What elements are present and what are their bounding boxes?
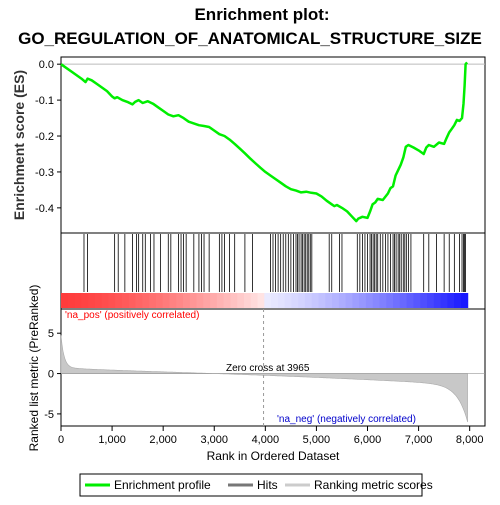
heatbar-segment: [237, 293, 245, 308]
heatbar-segment: [74, 293, 82, 308]
heatbar-segment: [365, 293, 374, 308]
title-line-1: Enrichment plot:: [194, 5, 329, 24]
heatbar-segment: [169, 293, 177, 308]
heatbar-segment: [108, 293, 116, 308]
heatbar-segment: [291, 293, 299, 308]
heatbar-segment: [447, 293, 455, 308]
heatbar-segment: [216, 293, 225, 308]
x-tick-label: 1,000: [98, 434, 126, 446]
heatbar-segment: [440, 293, 448, 308]
rank-ylabel: Ranked list metric (PreRanked): [27, 285, 41, 452]
heatbar-neg-label: 'na_neg' (negatively correlated): [277, 414, 416, 425]
heatbar-segment: [352, 293, 360, 308]
heatbar-segment: [393, 293, 401, 308]
x-tick-label: 0: [58, 434, 64, 446]
heatbar-segment: [359, 293, 367, 308]
heatbar-segment: [406, 293, 415, 308]
heatbar-segment: [271, 293, 279, 308]
heatbar-segment: [196, 293, 204, 308]
heatbar-segment: [426, 293, 435, 308]
es-ytick-label: -0.3: [35, 167, 54, 179]
heatbar-segment: [379, 293, 387, 308]
heatbar-segment: [94, 293, 103, 308]
es-ytick-label: -0.4: [35, 203, 54, 215]
heatbar-segment: [210, 293, 218, 308]
heatbar-segment: [386, 293, 394, 308]
heatbar-segment: [176, 293, 184, 308]
heatbar-layer: [61, 293, 469, 308]
legend-label-hits: Hits: [257, 478, 278, 492]
heatbar-segment: [284, 293, 293, 308]
heatbar-segment: [413, 293, 421, 308]
heatbar-segment: [162, 293, 171, 308]
heatbar-segment: [223, 293, 232, 308]
heatbar-segment: [277, 293, 286, 308]
heatbar-segment: [433, 293, 442, 308]
x-tick-label: 2,000: [149, 434, 177, 446]
es-ytick-label: -0.2: [35, 131, 54, 143]
heatbar-segment: [61, 293, 69, 308]
title-line-2: GO_REGULATION_OF_ANATOMICAL_STRUCTURE_SI…: [18, 29, 482, 48]
heatbar-pos-label: 'na_pos' (positively correlated): [65, 310, 199, 321]
x-tick-label: 3,000: [200, 434, 228, 446]
legend-label-ranking: Ranking metric scores: [314, 478, 433, 492]
heatbar-segment: [250, 293, 259, 308]
rank-ytick-label: 0: [48, 369, 54, 381]
hits-layer: [83, 234, 466, 292]
heatbar-segment: [304, 293, 313, 308]
heatbar-segment: [135, 293, 143, 308]
heatbar-segment: [155, 293, 164, 308]
ranking-metric-area: [60, 335, 468, 423]
x-tick-label: 7,000: [405, 434, 433, 446]
heatbar-segment: [311, 293, 320, 308]
heatbar-segment: [121, 293, 130, 308]
heatbar-segment: [128, 293, 137, 308]
legend-label-enrichment: Enrichment profile: [114, 478, 211, 492]
heatbar-segment: [101, 293, 110, 308]
es-layer: [60, 61, 485, 223]
rank-layer: [60, 309, 485, 426]
legend: Enrichment profile Hits Ranking metric s…: [79, 473, 433, 497]
x-tick-label: 5,000: [303, 434, 331, 446]
heatbar-segment: [142, 293, 150, 308]
heatbar-segment: [182, 293, 191, 308]
heatbar-segment: [345, 293, 354, 308]
zero-cross-label: Zero cross at 3965: [226, 363, 310, 374]
heatbar-segment: [149, 293, 157, 308]
heatbar-segment: [325, 293, 333, 308]
es-panel-frame: [60, 56, 486, 234]
heatbar-segment: [67, 293, 76, 308]
heatbar-segment: [115, 293, 123, 308]
heatbar-segment: [81, 293, 89, 308]
heatbar-segment: [318, 293, 326, 308]
x-tick-label: 6,000: [354, 434, 382, 446]
heatbar-segment: [203, 293, 211, 308]
heatbar-segment: [338, 293, 347, 308]
heatbar-segment: [243, 293, 252, 308]
heatbar-segment: [298, 293, 306, 308]
rank-ytick-label: -5: [44, 409, 54, 421]
axis-layer: 0.0 -0.1 -0.2 -0.3 -0.4 5 0 -5 0 1,000 2,000 3,000 4…: [35, 59, 483, 446]
enrichment-profile-line: [60, 61, 469, 223]
es-ylabel: Enrichment score (ES): [11, 70, 27, 220]
heatbar-segment: [372, 293, 381, 308]
heatbar-segment: [420, 293, 428, 308]
heatbar-segment: [257, 293, 265, 308]
heatbar-segment: [399, 293, 408, 308]
rank-ytick-label: 5: [48, 328, 54, 340]
heatbar-segment: [264, 293, 272, 308]
es-ytick-label: 0.0: [39, 59, 54, 71]
heatbar-segment: [88, 293, 96, 308]
x-tick-label: 8,000: [456, 434, 484, 446]
x-axis-label: Rank in Ordered Dataset: [207, 449, 340, 463]
heatbar-segment: [332, 293, 340, 308]
heatbar-segment: [460, 293, 469, 308]
es-ytick-label: -0.1: [35, 95, 54, 107]
x-tick-label: 4,000: [252, 434, 280, 446]
heatbar-segment: [189, 293, 198, 308]
heatbar-segment: [230, 293, 238, 308]
heatbar-segment: [454, 293, 462, 308]
